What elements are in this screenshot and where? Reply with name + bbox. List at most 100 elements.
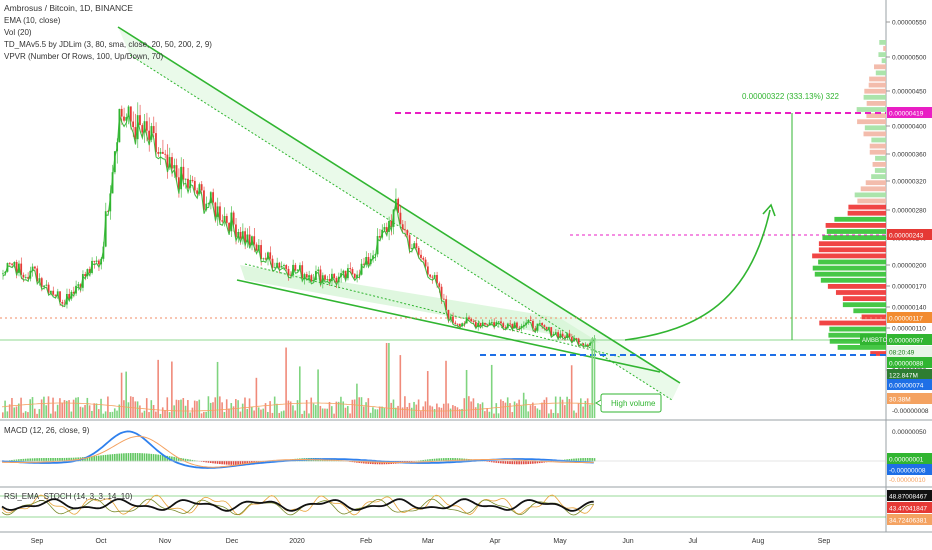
candle [200,184,203,191]
volume-bar [84,404,86,418]
macd-histogram-bar [216,461,219,464]
time-tick-label: Feb [360,538,372,545]
candle [575,337,578,339]
volume-profile-bar [827,284,886,289]
candle [177,177,180,190]
volume-bar [584,400,587,418]
candle [470,319,473,322]
volume-profile-bar [834,216,886,222]
volume-bar [538,409,541,418]
macd-histogram-bar [568,459,571,462]
candle [212,192,214,203]
candle [493,322,495,326]
volume-profile-bar [869,149,886,155]
indicator-vpvr[interactable]: VPVR (Number Of Rows, 100, Up/Down, 70) [4,52,164,61]
macd-histogram-bar [447,458,450,462]
volume-bar [593,338,596,418]
badge-last: 0.00000097 [889,338,924,345]
macd-histogram-bar [107,454,109,462]
macd-histogram-bar [509,461,511,465]
volume-bar [228,408,230,418]
volume-bar [326,408,329,418]
note-pointer [595,399,602,407]
volume-bar [312,403,315,418]
candle [367,256,370,265]
volume-bar [29,399,32,418]
macd-histogram-bar [65,457,68,462]
volume-bar [111,411,114,418]
macd-histogram-bar [538,461,541,464]
macd-histogram-bar [246,461,249,465]
macd-histogram-bar [431,458,434,462]
volume-bar [372,407,374,418]
candle [264,258,267,260]
rsi-badge-2-bg [887,502,932,513]
volume-bar [100,398,102,418]
macd-histogram-bar [582,458,584,462]
macd-histogram-bar [104,454,107,462]
macd-histogram-bar [125,453,127,462]
macd-histogram-bar [219,461,221,465]
volume-profile-bar [825,223,886,228]
volume-bar [477,403,479,418]
candle [205,203,208,210]
volume-bar [342,401,345,418]
volume-bar [353,399,356,418]
macd-histogram-bar [120,453,123,462]
candle [356,274,358,278]
candle [104,211,107,247]
volume-bar [267,411,269,418]
candle [161,151,164,154]
volume-bar [180,399,182,418]
macd-histogram-bar [24,458,27,462]
macd-histogram-bar [502,461,504,464]
volume-bar [239,411,242,418]
macd-histogram-bar [584,458,587,462]
macd-label[interactable]: MACD (12, 26, close, 9) [4,426,90,435]
candle [79,284,82,288]
volume-bar [356,383,358,418]
volume-bar [456,407,459,418]
macd-histogram-bar [442,458,445,462]
time-tick-label: Dec [226,538,239,545]
candle [260,245,262,259]
volume-bar [11,397,13,418]
candle [372,255,374,259]
candle [157,152,160,154]
candle [193,180,196,191]
macd-histogram-bar [132,453,134,462]
volume-bar [127,402,130,418]
volume-bar [404,396,406,418]
candle [93,260,96,262]
volume-profile-bar [854,192,886,198]
indicator-td[interactable]: TD_MAv5.5 by JDLim (3, 80, sma, close, 2… [4,40,212,49]
volume-bar [561,399,564,418]
volume-bar [406,407,408,418]
candle [244,231,246,243]
volume-bar [33,408,36,418]
macd-histogram-bar [56,457,59,462]
volume-bar [251,407,253,418]
candle [207,203,210,205]
indicator-vol[interactable]: Vol (20) [4,28,32,37]
macd-histogram-bar [504,461,507,464]
volume-bar [543,399,546,418]
indicator-ema[interactable]: EMA (10, close) [4,16,61,25]
volume-bar [278,412,281,418]
rsi-label[interactable]: RSI_EMA_STOCH (14, 3, 3, 14, 10) [4,492,133,501]
candle [134,127,137,140]
candle [20,263,23,275]
macd-histogram-bar [61,457,63,462]
candle [440,286,443,299]
volume-bar [237,400,239,418]
candle [148,130,151,140]
candle [310,275,313,282]
badge-support: 0.00000088 [889,361,924,368]
volume-bar [591,338,594,418]
macd-histogram-bar [577,458,580,462]
candle [13,261,16,265]
volume-profile-bar [826,229,886,234]
volume-bar [36,413,38,418]
volume-bar [575,412,578,418]
